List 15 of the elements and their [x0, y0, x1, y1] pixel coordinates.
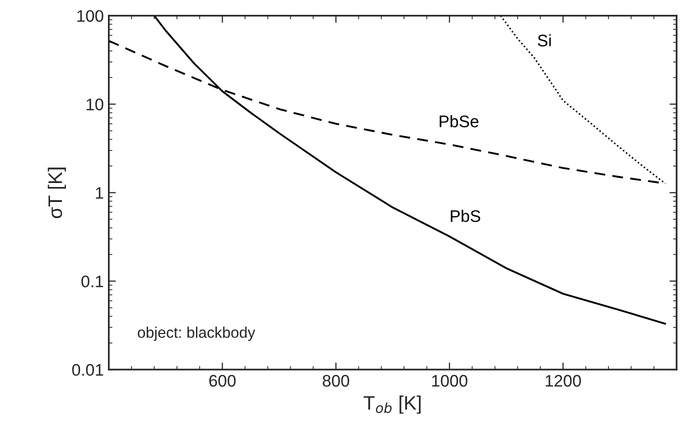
annotation: object: blackbody — [138, 326, 256, 341]
x-tick-label: 1000 — [432, 374, 468, 387]
series-label: Si — [538, 34, 551, 46]
x-tick-label: 1200 — [546, 374, 581, 387]
series-label: PbS — [450, 210, 480, 222]
x-tick-label: 600 — [209, 374, 236, 387]
y-tick-label: 0.01 — [72, 364, 104, 376]
y-tick-label: 0.1 — [81, 276, 104, 288]
series-label: PbSe — [440, 115, 478, 128]
y-tick-label: 10 — [86, 98, 104, 110]
x-axis-title: T$_{ob}$ [K] — [364, 396, 421, 414]
y-tick-label: 1 — [96, 187, 104, 199]
y-tick-label: 100 — [77, 10, 104, 22]
x-tick-label: 800 — [322, 374, 350, 387]
y-axis-title: σT [K] — [48, 168, 66, 218]
